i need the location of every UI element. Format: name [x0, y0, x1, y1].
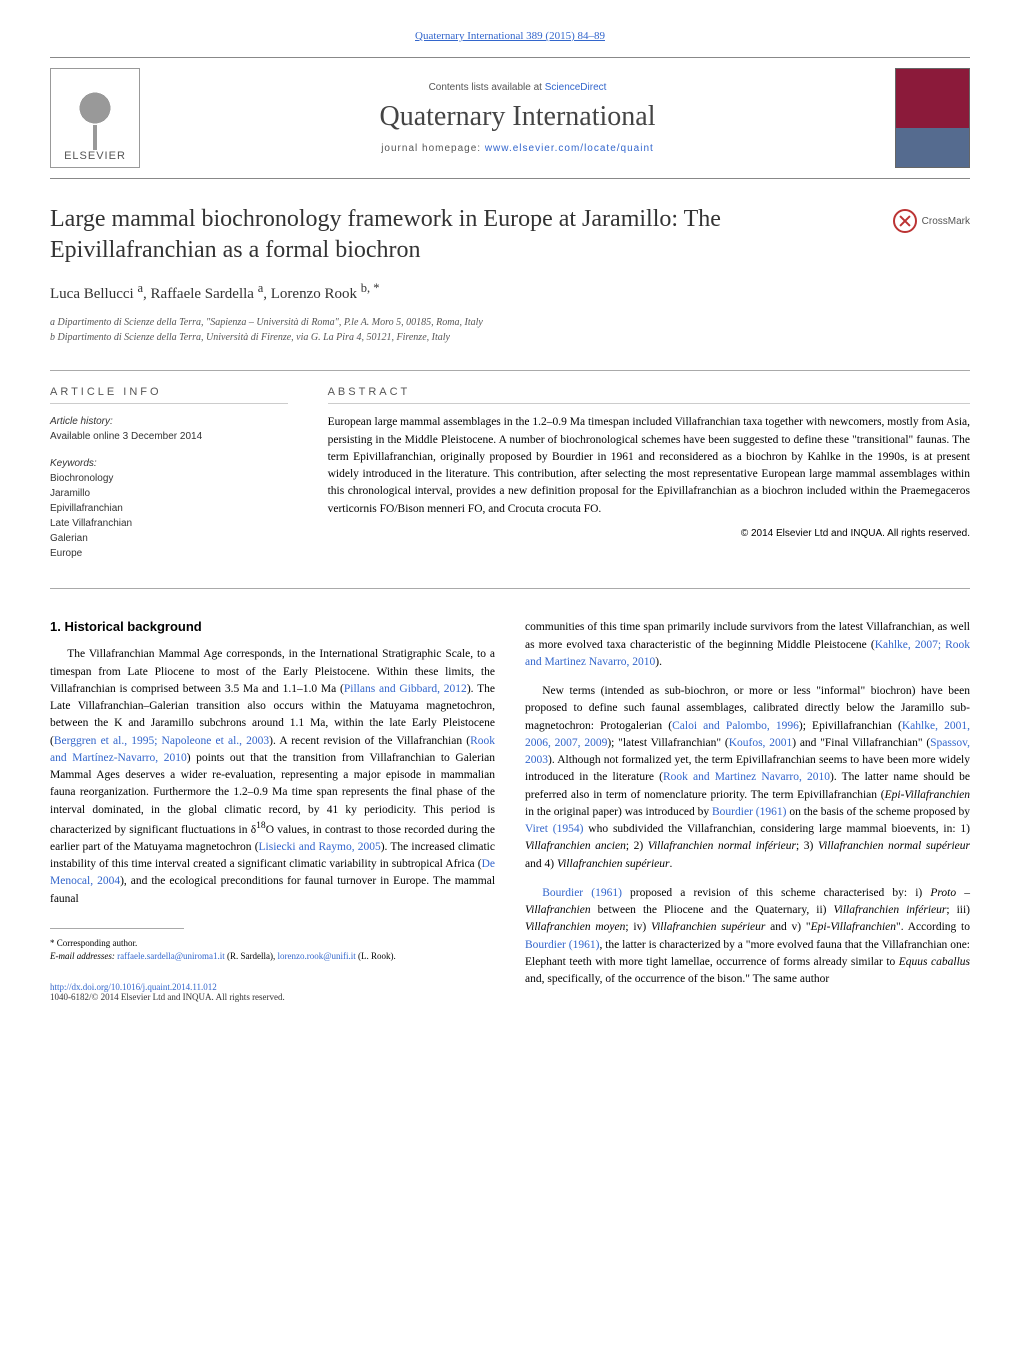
- crossmark-icon: [893, 209, 917, 233]
- body-columns: 1. Historical background The Villafranch…: [50, 619, 970, 1002]
- journal-homepage-link[interactable]: www.elsevier.com/locate/quaint: [485, 143, 654, 154]
- corresponding-author-note: * Corresponding author.: [50, 937, 495, 950]
- article-info: ARTICLE INFO Article history: Available …: [50, 386, 308, 573]
- keyword: Late Villafranchian: [50, 516, 288, 531]
- history-label: Article history:: [50, 414, 288, 429]
- abstract: ABSTRACT European large mammal assemblag…: [308, 386, 970, 573]
- keywords-list: Biochronology Jaramillo Epivillafranchia…: [50, 471, 288, 561]
- elsevier-tree-icon: [65, 90, 125, 150]
- authors: Luca Bellucci a, Raffaele Sardella a, Lo…: [50, 281, 970, 303]
- journal-title: Quaternary International: [140, 101, 895, 133]
- affiliations: a Dipartimento di Scienze della Terra, "…: [50, 315, 970, 345]
- body-paragraph: New terms (intended as sub-biochron, or …: [525, 683, 970, 873]
- footnote-separator: [50, 928, 184, 929]
- section-1-heading: 1. Historical background: [50, 619, 495, 634]
- email-link-2[interactable]: lorenzo.rook@unifi.it: [277, 951, 355, 961]
- citation-header[interactable]: Quaternary International 389 (2015) 84–8…: [50, 30, 970, 42]
- sciencedirect-link[interactable]: ScienceDirect: [545, 82, 607, 93]
- left-column: 1. Historical background The Villafranch…: [50, 619, 495, 1002]
- keyword: Jaramillo: [50, 486, 288, 501]
- email-link-1[interactable]: raffaele.sardella@uniroma1.it: [117, 951, 225, 961]
- body-paragraph: communities of this time span primarily …: [525, 619, 970, 671]
- keywords-label: Keywords:: [50, 456, 288, 471]
- email-addresses: E-mail addresses: raffaele.sardella@unir…: [50, 950, 495, 963]
- abstract-copyright: © 2014 Elsevier Ltd and INQUA. All right…: [328, 528, 970, 539]
- sciencedirect-line: Contents lists available at ScienceDirec…: [140, 82, 895, 93]
- keyword: Galerian: [50, 531, 288, 546]
- elsevier-label: ELSEVIER: [64, 150, 126, 162]
- elsevier-logo: ELSEVIER: [50, 68, 140, 168]
- journal-header: ELSEVIER Contents lists available at Sci…: [50, 57, 970, 179]
- abstract-text: European large mammal assemblages in the…: [328, 414, 970, 518]
- article-title: Large mammal biochronology framework in …: [50, 204, 970, 266]
- keyword: Europe: [50, 546, 288, 561]
- doi-link[interactable]: http://dx.doi.org/10.1016/j.quaint.2014.…: [50, 982, 495, 992]
- right-column: communities of this time span primarily …: [525, 619, 970, 1002]
- body-paragraph: The Villafranchian Mammal Age correspond…: [50, 646, 495, 908]
- keyword: Epivillafranchian: [50, 501, 288, 516]
- journal-cover-thumbnail: [895, 68, 970, 168]
- crossmark-badge[interactable]: CrossMark: [893, 209, 970, 233]
- affiliation-a: a Dipartimento di Scienze della Terra, "…: [50, 315, 970, 330]
- abstract-heading: ABSTRACT: [328, 386, 970, 404]
- issn-copyright: 1040-6182/© 2014 Elsevier Ltd and INQUA.…: [50, 992, 495, 1002]
- article-info-heading: ARTICLE INFO: [50, 386, 288, 404]
- body-paragraph: Bourdier (1961) proposed a revision of t…: [525, 885, 970, 989]
- journal-homepage: journal homepage: www.elsevier.com/locat…: [140, 143, 895, 154]
- history-line: Available online 3 December 2014: [50, 429, 288, 444]
- affiliation-b: b Dipartimento di Scienze della Terra, U…: [50, 330, 970, 345]
- keyword: Biochronology: [50, 471, 288, 486]
